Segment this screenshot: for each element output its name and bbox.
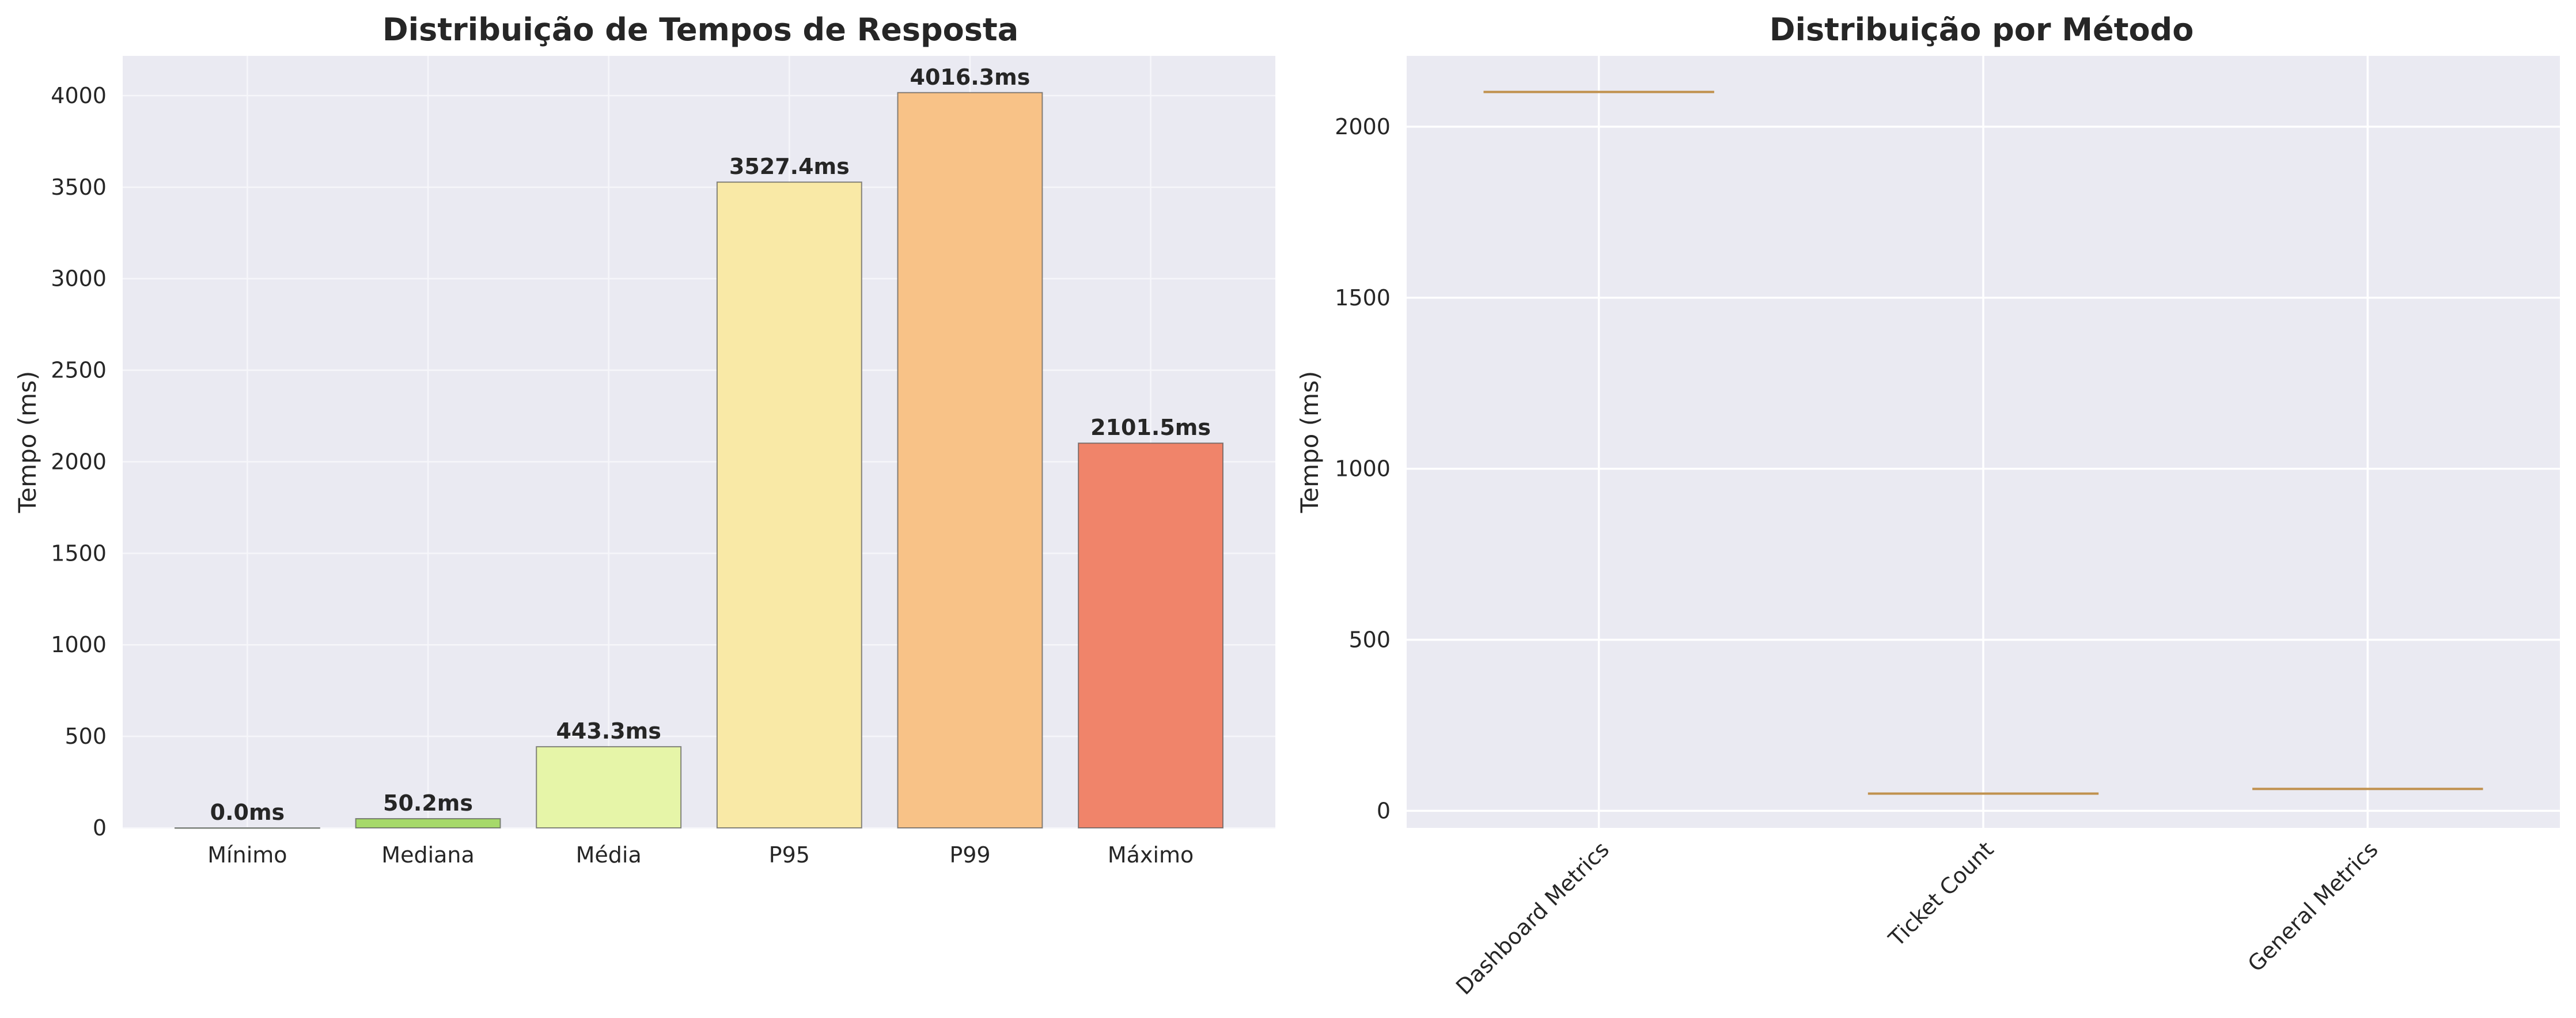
y-tick-label: 2500 bbox=[51, 358, 107, 383]
x-tick-label: Dashboard Metrics bbox=[1451, 837, 1614, 1000]
y-tick-label: 1500 bbox=[1335, 285, 1391, 311]
y-axis-label: Tempo (ms) bbox=[13, 371, 41, 514]
data-label: 4016.3ms bbox=[910, 65, 1031, 90]
chart-title: Distribuição de Tempos de Resposta bbox=[382, 12, 1018, 48]
data-label: 0.0ms bbox=[210, 800, 285, 825]
data-label: 2101.5ms bbox=[1090, 415, 1211, 440]
bar bbox=[897, 92, 1043, 828]
bar bbox=[536, 746, 682, 828]
x-tick-label: Mediana bbox=[381, 842, 475, 868]
y-tick-label: 3000 bbox=[51, 266, 107, 292]
y-axis-label: Tempo (ms) bbox=[1295, 371, 1324, 514]
data-label: 443.3ms bbox=[556, 718, 661, 744]
method-distribution-chart: Distribuição por Método 0 500 1000 1500 2000… bbox=[1295, 12, 2560, 1000]
x-tick-label: Média bbox=[576, 842, 642, 868]
x-tick-label: P95 bbox=[769, 842, 810, 868]
bar bbox=[716, 181, 862, 828]
data-label: 50.2ms bbox=[383, 790, 473, 816]
x-tick-label: Mínimo bbox=[207, 842, 287, 868]
y-tick-label: 1500 bbox=[51, 540, 107, 566]
chart-title: Distribuição por Método bbox=[1770, 12, 2194, 48]
x-tick-label: Máximo bbox=[1108, 842, 1194, 868]
y-tick-label: 1000 bbox=[51, 632, 107, 657]
y-tick-label: 3500 bbox=[51, 175, 107, 200]
y-tick-label: 500 bbox=[1348, 627, 1391, 652]
y-tick-label: 0 bbox=[1377, 798, 1391, 823]
response-time-chart: Distribuição de Tempos de Resposta 0 500 1… bbox=[13, 12, 1275, 868]
x-tick-label: P99 bbox=[949, 842, 990, 868]
y-tick-label: 2000 bbox=[51, 449, 107, 474]
x-tick-label: General Metrics bbox=[2243, 837, 2383, 977]
y-tick-label: 1000 bbox=[1335, 456, 1391, 482]
y-tick-label: 2000 bbox=[1335, 114, 1391, 139]
bar bbox=[355, 818, 501, 828]
bar bbox=[1078, 442, 1224, 828]
y-tick-label: 0 bbox=[93, 815, 107, 841]
x-tick-label: Ticket Count bbox=[1884, 837, 1999, 952]
data-label: 3527.4ms bbox=[729, 154, 850, 179]
y-tick-label: 4000 bbox=[51, 83, 107, 108]
y-tick-label: 500 bbox=[65, 724, 107, 749]
